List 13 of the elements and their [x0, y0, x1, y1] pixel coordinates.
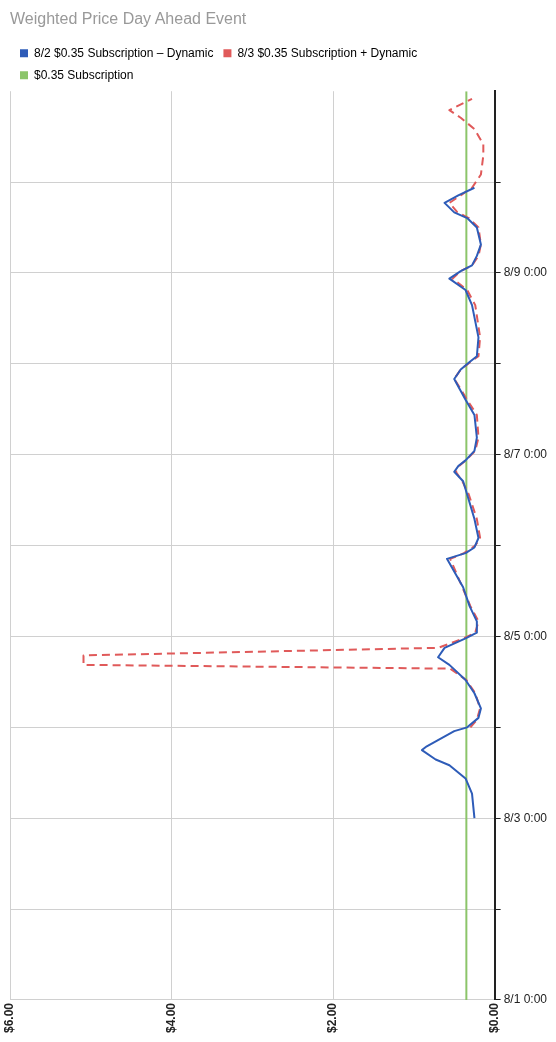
x-tick-label: $0.00	[486, 1002, 501, 1033]
legend-label: $0.35 Subscription	[34, 67, 134, 82]
y-tick-label: 8/7 0:00	[503, 447, 548, 462]
y-tick-label: 8/1 0:00	[503, 992, 548, 1007]
x-tick-label: $6.00	[2, 1002, 17, 1033]
x-tick-label: $2.00	[325, 1002, 340, 1033]
y-tick-label: 8/3 0:00	[503, 810, 548, 825]
legend-label: 8/2 $0.35 Subscription – Dynamic	[34, 45, 214, 60]
y-tick-label: 8/9 0:00	[503, 265, 548, 280]
chart-title: Weighted Price Day Ahead Event	[10, 10, 247, 28]
legend-label: 8/3 $0.35 Subscription + Dynamic	[237, 45, 418, 60]
y-tick-label: 8/5 0:00	[503, 628, 548, 643]
x-tick-label: $4.00	[163, 1002, 178, 1033]
